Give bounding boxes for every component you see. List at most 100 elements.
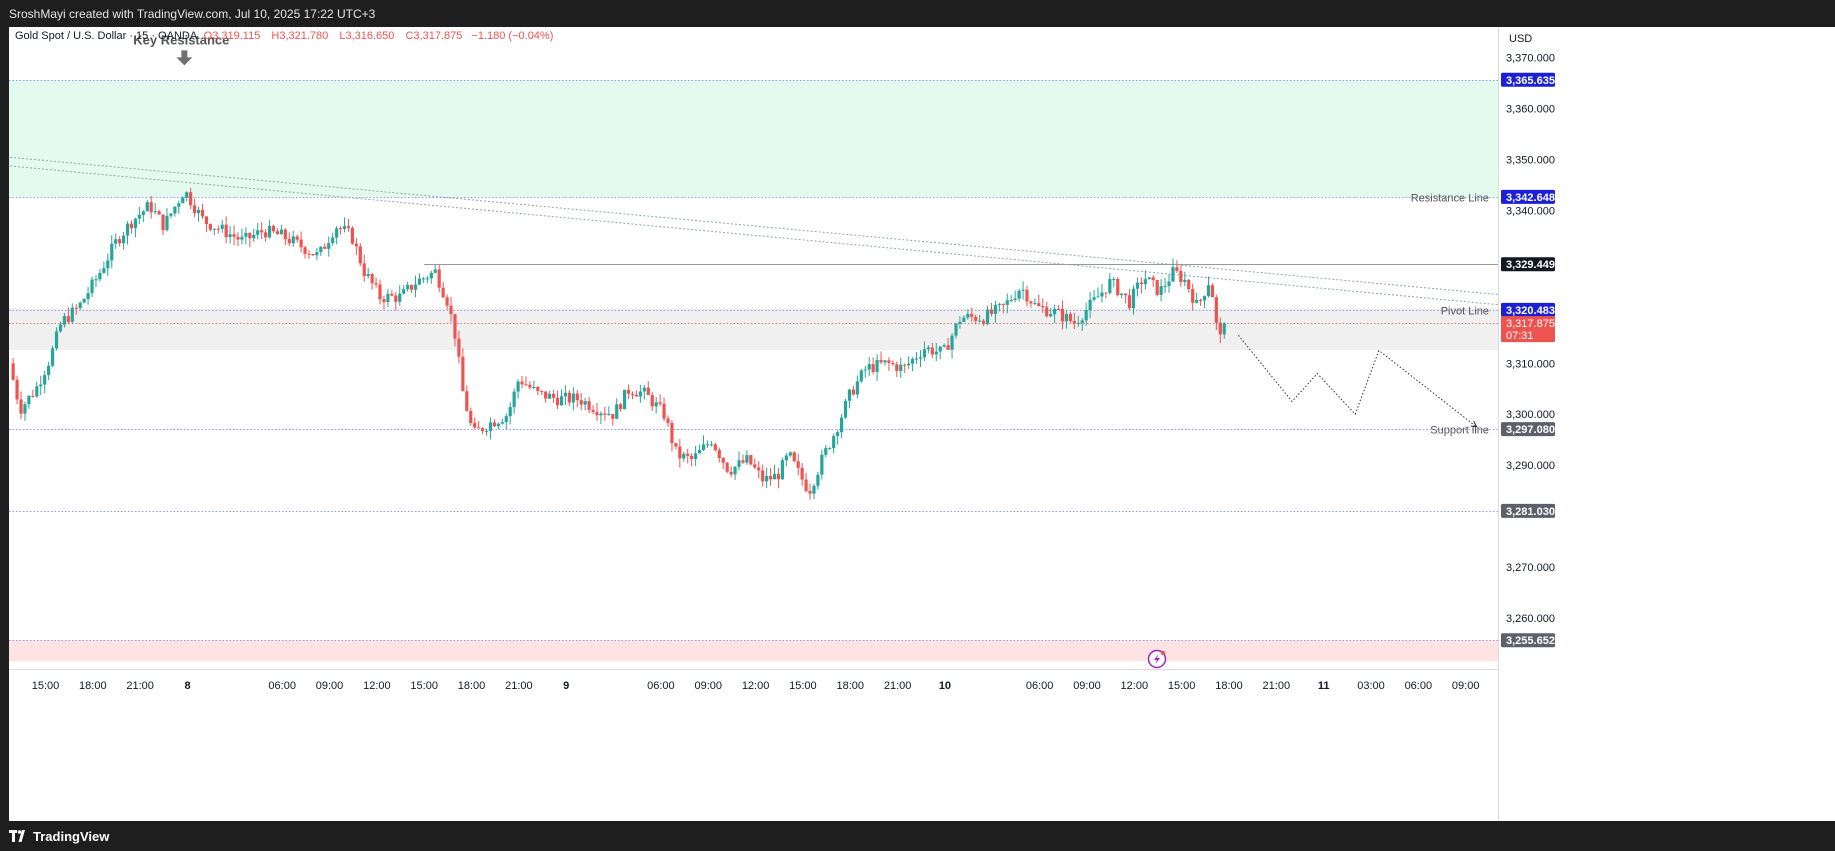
candle bbox=[11, 358, 15, 381]
legend-change: −1.180 (−0.04%) bbox=[471, 30, 553, 42]
candle bbox=[1037, 294, 1041, 307]
candle bbox=[212, 228, 216, 236]
candle bbox=[137, 206, 141, 225]
candle bbox=[796, 453, 800, 476]
candle bbox=[335, 226, 339, 245]
candle bbox=[615, 398, 619, 419]
candle bbox=[496, 422, 500, 430]
lightning-icon[interactable] bbox=[1147, 649, 1167, 669]
candle bbox=[587, 397, 591, 414]
candle bbox=[370, 272, 374, 290]
candle bbox=[287, 232, 291, 247]
candle bbox=[670, 420, 674, 452]
candle bbox=[638, 385, 642, 403]
candle bbox=[1029, 300, 1033, 308]
candle bbox=[204, 215, 209, 233]
candle bbox=[177, 200, 181, 214]
projection-path[interactable] bbox=[1238, 334, 1478, 428]
candle bbox=[776, 467, 781, 489]
candle bbox=[741, 454, 745, 464]
candle bbox=[445, 294, 449, 310]
price-tick-label: 3,340.000 bbox=[1506, 205, 1555, 217]
candle bbox=[583, 397, 587, 411]
time-axis[interactable]: 15:00 18:00 21:00 8 06:00 09:00 12:00 15:00 18:0… bbox=[32, 680, 1480, 692]
candle bbox=[761, 464, 765, 487]
candle bbox=[1222, 322, 1226, 339]
candle bbox=[974, 314, 978, 325]
key-resistance-label[interactable]: Key Resistance bbox=[133, 32, 229, 47]
candle bbox=[82, 298, 86, 304]
candle bbox=[619, 402, 623, 412]
trendline-1[interactable] bbox=[9, 165, 1499, 306]
candle bbox=[129, 220, 134, 234]
candle bbox=[406, 281, 410, 292]
price-tick-label: 3,310.000 bbox=[1506, 358, 1555, 370]
candle bbox=[374, 277, 378, 288]
tradingview-logo-icon bbox=[9, 830, 25, 842]
candle bbox=[402, 285, 406, 295]
candle bbox=[753, 458, 757, 470]
candle bbox=[930, 342, 934, 359]
candle bbox=[855, 375, 859, 399]
candle bbox=[579, 392, 583, 410]
candle bbox=[1045, 301, 1049, 318]
candle bbox=[1151, 275, 1155, 287]
candle bbox=[27, 395, 31, 409]
candle bbox=[555, 390, 560, 410]
candle bbox=[291, 230, 295, 247]
current-price-text: 3,317.875 bbox=[1506, 318, 1555, 330]
time-tick-label: 21:00 bbox=[505, 680, 533, 692]
time-tick-label: 21:00 bbox=[1263, 680, 1291, 692]
price-tag-3 bbox=[1501, 302, 1555, 317]
candle bbox=[725, 462, 729, 474]
candle bbox=[58, 321, 63, 333]
candle bbox=[1112, 276, 1116, 288]
currency-label[interactable]: USD bbox=[1509, 33, 1532, 45]
candle bbox=[1202, 295, 1207, 308]
candle bbox=[279, 224, 283, 235]
candle bbox=[843, 398, 848, 419]
candle bbox=[1127, 289, 1132, 311]
candle bbox=[899, 357, 903, 378]
price-tick-label: 3,360.000 bbox=[1506, 104, 1555, 116]
candle bbox=[141, 210, 145, 223]
candle bbox=[1171, 258, 1175, 283]
candle bbox=[149, 195, 153, 219]
candle bbox=[390, 290, 394, 297]
level-line-label-3: Pivot Line bbox=[1441, 306, 1489, 318]
candle bbox=[958, 316, 962, 329]
candle bbox=[125, 221, 130, 245]
candle bbox=[303, 245, 307, 259]
trendline-0[interactable] bbox=[9, 156, 1499, 295]
candle bbox=[488, 417, 493, 440]
level-line-label-1: Resistance Line bbox=[1411, 193, 1489, 205]
candle bbox=[161, 214, 165, 236]
candle bbox=[516, 379, 520, 399]
time-tick-label: 15:00 bbox=[789, 680, 817, 692]
price-chart[interactable]: Resistance Line Pivot Line Support line Ke… bbox=[9, 27, 1835, 821]
candle bbox=[169, 212, 173, 219]
candle bbox=[465, 385, 469, 412]
candle bbox=[153, 203, 157, 215]
pivot-zone bbox=[9, 308, 1498, 351]
candle bbox=[1084, 302, 1088, 326]
candle bbox=[982, 318, 986, 327]
candle bbox=[133, 217, 138, 238]
time-tick-label: 06:00 bbox=[1026, 680, 1054, 692]
price-tick-label: 3,260.000 bbox=[1506, 613, 1555, 625]
candle bbox=[260, 222, 264, 239]
candle bbox=[749, 454, 753, 466]
candle bbox=[662, 397, 666, 422]
candle bbox=[15, 375, 19, 405]
candle bbox=[1179, 265, 1183, 287]
candle bbox=[674, 443, 678, 450]
price-tag-text-1: 3,342.648 bbox=[1506, 192, 1555, 204]
candle bbox=[1013, 290, 1017, 303]
candle bbox=[1064, 310, 1069, 329]
time-tick-label: 15:00 bbox=[410, 680, 438, 692]
candle bbox=[623, 389, 627, 410]
price-axis[interactable]: 3,260.000 3,270.000 3,290.000 3,300.000 3,31… bbox=[1506, 53, 1555, 625]
key-resistance-zone bbox=[9, 79, 1498, 197]
candle bbox=[271, 224, 276, 234]
candle bbox=[1210, 283, 1215, 298]
